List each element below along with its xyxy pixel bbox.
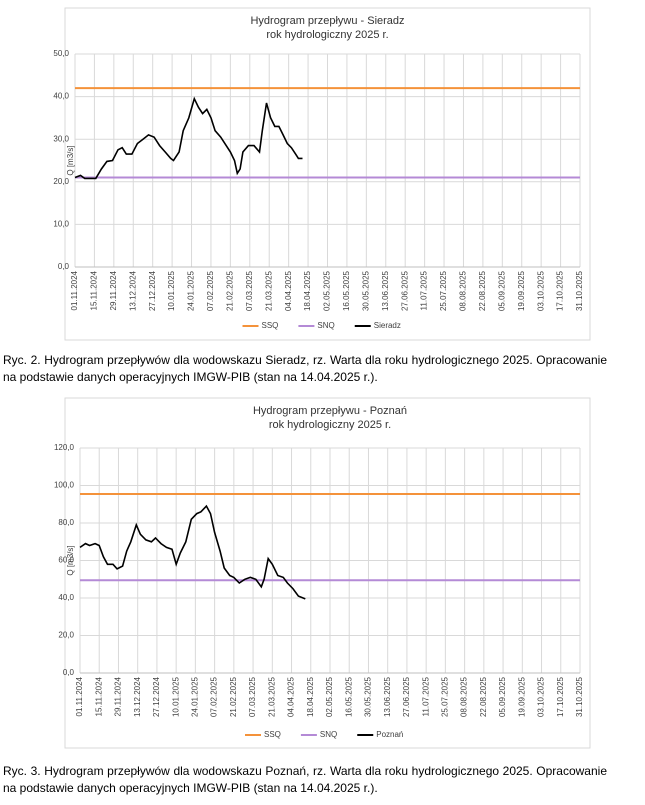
caption: Ryc. 2. Hydrogram przepływów dla wodowsk… [3,353,607,384]
x-tick-label: 07.02.2025 [206,270,215,311]
chart-subtitle: rok hydrologiczny 2025 r. [269,419,391,431]
x-tick-label: 24.01.2025 [187,270,196,311]
x-tick-label: 25.07.2025 [439,270,448,311]
x-tick-label: 21.02.2025 [229,676,238,717]
legend-label: SSQ [262,321,279,330]
x-tick-label: 29.11.2024 [114,676,123,716]
x-tick-label: 27.06.2025 [400,270,409,311]
x-tick-label: 27.06.2025 [402,676,411,717]
x-tick-label: 05.09.2025 [498,676,507,717]
x-tick-label: 29.11.2024 [109,270,118,310]
legend-label: Poznań [376,730,403,739]
x-tick-label: 22.08.2025 [478,270,487,311]
x-tick-label: 21.02.2025 [225,270,234,311]
x-tick-label: 07.03.2025 [245,270,254,311]
x-tick-label: 16.05.2025 [342,270,351,311]
x-tick-label: 04.04.2025 [287,676,296,717]
y-tick-label: 50,0 [53,49,69,58]
x-tick-label: 10.01.2025 [171,676,180,717]
caption: Ryc. 3. Hydrogram przepływów dla wodowsk… [3,764,607,795]
y-tick-label: 40,0 [58,593,74,602]
x-tick-label: 25.07.2025 [440,676,449,717]
x-tick-label: 13.06.2025 [381,270,390,311]
x-tick-label: 03.10.2025 [537,676,546,717]
y-tick-label: 40,0 [53,92,69,101]
x-tick-label: 17.10.2025 [556,676,565,717]
x-tick-label: 01.11.2024 [70,270,79,310]
x-tick-label: 22.08.2025 [479,676,488,717]
x-tick-label: 18.04.2025 [303,270,312,311]
x-tick-label: 19.09.2025 [517,270,526,311]
x-tick-label: 10.01.2025 [167,270,176,311]
x-tick-label: 01.11.2024 [75,676,84,716]
x-tick-label: 13.12.2024 [133,676,142,717]
x-tick-label: 31.10.2025 [575,270,584,311]
x-tick-label: 18.04.2025 [306,676,315,717]
x-tick-label: 05.09.2025 [497,270,506,311]
chart-title: Hydrogram przepływu - Poznań [253,405,407,417]
x-tick-label: 08.08.2025 [460,676,469,717]
y-axis-label: Q [m3/s] [66,145,75,175]
legend-label: SNQ [317,321,334,330]
x-tick-label: 02.05.2025 [325,676,334,717]
x-tick-label: 07.03.2025 [248,676,257,717]
x-tick-label: 13.12.2024 [128,270,137,311]
x-tick-label: 08.08.2025 [459,270,468,311]
x-tick-label: 07.02.2025 [210,676,219,717]
x-tick-label: 16.05.2025 [344,676,353,717]
x-tick-label: 02.05.2025 [323,270,332,311]
y-tick-label: 100,0 [54,481,75,490]
x-tick-label: 13.06.2025 [383,676,392,717]
x-tick-label: 27.12.2024 [148,270,157,311]
x-tick-label: 11.07.2025 [420,270,429,310]
legend-label: SSQ [264,730,281,739]
y-tick-label: 30,0 [53,134,69,143]
x-tick-label: 30.05.2025 [364,676,373,717]
x-tick-label: 03.10.2025 [536,270,545,311]
x-tick-label: 30.05.2025 [361,270,370,311]
y-tick-label: 60,0 [58,556,74,565]
x-tick-label: 11.07.2025 [421,676,430,716]
data-line [79,504,306,600]
x-tick-label: 15.11.2024 [90,270,99,310]
x-tick-label: 21.03.2025 [267,676,276,717]
chart-frame [64,397,591,749]
x-tick-label: 27.12.2024 [152,676,161,717]
legend-label: SNQ [320,730,337,739]
y-tick-label: 10,0 [53,220,69,229]
x-tick-label: 17.10.2025 [556,270,565,311]
y-tick-label: 0,0 [63,668,75,677]
x-tick-label: 15.11.2024 [94,676,103,716]
y-tick-label: 120,0 [54,443,75,452]
y-tick-label: 20,0 [53,177,69,186]
data-line [74,96,303,180]
chart-title: Hydrogram przepływu - Sieradz [250,15,404,27]
y-tick-label: 0,0 [58,262,70,271]
y-tick-label: 80,0 [58,518,74,527]
x-tick-label: 24.01.2025 [190,676,199,717]
y-axis-label: Q [m3/s] [66,545,75,575]
x-tick-label: 21.03.2025 [264,270,273,311]
chart-subtitle: rok hydrologiczny 2025 r. [266,29,388,41]
x-tick-label: 31.10.2025 [575,676,584,717]
y-tick-label: 20,0 [58,631,74,640]
x-tick-label: 19.09.2025 [517,676,526,717]
x-tick-label: 04.04.2025 [284,270,293,311]
legend-label: Sieradz [374,321,401,330]
